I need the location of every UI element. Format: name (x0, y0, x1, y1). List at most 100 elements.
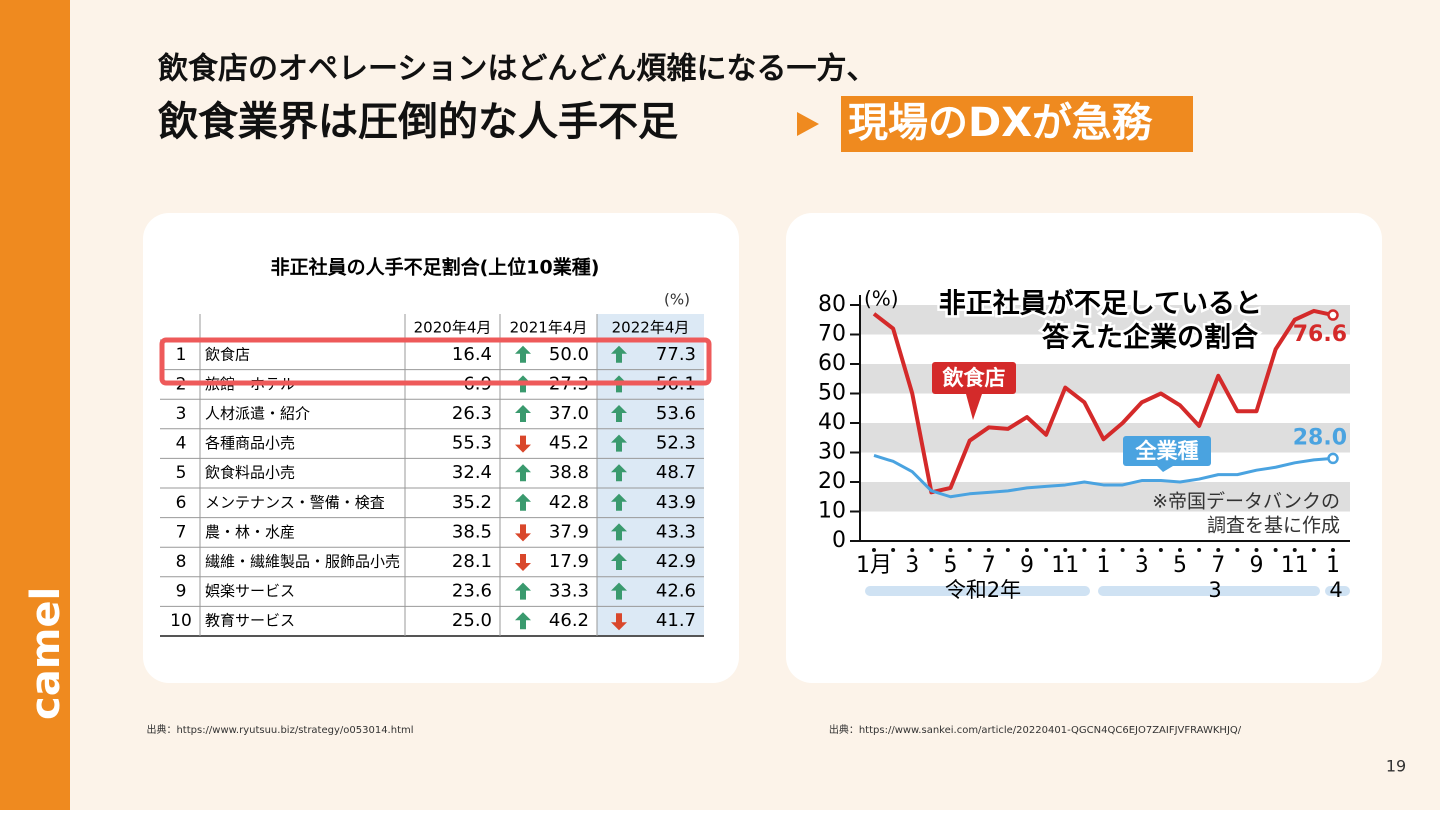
x-tick-dot (1120, 548, 1125, 552)
x-tick-label: 9 (1250, 553, 1264, 578)
cell-value: 35.2 (452, 492, 492, 513)
cell-value: 38.5 (452, 521, 492, 542)
x-tick-label: 1 (1097, 553, 1111, 578)
page-number: 19 (1386, 757, 1406, 776)
y-tick-label: 0 (832, 528, 846, 553)
x-tick-dot (1273, 548, 1278, 552)
arrow-down (515, 435, 531, 453)
cell-value: 53.6 (656, 403, 696, 424)
source: 出典：https://www.sankei.com/article/202204… (829, 723, 1242, 736)
industry: 教育サービス (205, 612, 295, 630)
column-highlight (597, 314, 704, 636)
x-tick-label: 3 (905, 553, 919, 578)
cell-value: 37.9 (549, 521, 589, 542)
data-label: 28.0 (1293, 425, 1347, 450)
x-tick-dot (1063, 548, 1068, 552)
legend-label: 飲食店 (942, 366, 1006, 390)
cell-value: 17.9 (549, 551, 589, 572)
arrow-up (611, 553, 627, 570)
rank: 7 (176, 522, 187, 542)
cell-value: 28.1 (452, 551, 492, 572)
industry: 各種商品小売 (205, 434, 295, 452)
cell-value: 48.7 (656, 462, 696, 483)
series-label-box (1123, 436, 1211, 466)
row-highlight (159, 337, 712, 386)
cell-value: 16.4 (452, 344, 492, 365)
y-tick-label: 20 (818, 469, 846, 494)
cell-value: 42.8 (549, 492, 589, 513)
arrow-up (611, 464, 627, 482)
y-tick-label: 40 (818, 410, 846, 435)
cell-value: 55.3 (452, 433, 492, 454)
label-pointer (966, 394, 982, 420)
y-tick-label: 60 (818, 351, 846, 376)
industry: 娯楽サービス (205, 582, 295, 600)
grid-band (860, 482, 1350, 512)
y-tick-label: 50 (818, 381, 846, 406)
x-tick-dot (1101, 548, 1106, 552)
end-point (1327, 309, 1339, 321)
cell-value: 25.0 (452, 610, 492, 631)
cell-value: 23.6 (452, 581, 492, 602)
arrow-up (515, 612, 531, 630)
x-tick-dot (1197, 548, 1202, 552)
y-tick-label: 80 (818, 292, 846, 317)
arrow-up (611, 434, 627, 452)
arrow-up (515, 464, 531, 482)
chart-title: 非正社員が不足していると (939, 288, 1262, 320)
x-tick-dot (1005, 548, 1010, 552)
x-tick-label: 5 (944, 553, 958, 578)
cell-value: 42.6 (656, 581, 696, 602)
table-unit: (%) (664, 291, 690, 309)
arrow-up (515, 405, 531, 422)
y-tick-label: 70 (818, 322, 846, 347)
x-tick-dot (1178, 548, 1182, 552)
cell-value: 33.3 (549, 581, 589, 602)
x-tick-label: 3 (1135, 553, 1149, 578)
legend-label: 全業種 (1135, 439, 1199, 463)
cell-value: 43.3 (656, 521, 696, 542)
x-tick-label: 11 (1051, 553, 1079, 578)
x-tick-label: 1 (1326, 553, 1340, 578)
x-tick-dot (948, 548, 953, 552)
era-label: 4 (1329, 578, 1342, 602)
arrow-up (515, 345, 531, 363)
arrow-up (515, 582, 531, 600)
rank: 3 (176, 404, 187, 424)
x-tick-dot (1139, 548, 1144, 552)
x-tick-dot (929, 548, 934, 552)
cell-value: 42.9 (656, 551, 696, 572)
cell-value: 45.2 (549, 433, 589, 454)
arrow-up (611, 523, 627, 541)
y-tick-label: 30 (818, 440, 846, 465)
end-point (1327, 452, 1339, 465)
arrow-up (611, 582, 627, 600)
arrow-down (515, 554, 531, 571)
industry: メンテナンス・警備・検査 (205, 493, 385, 511)
industry: 飲食料品小売 (205, 464, 295, 482)
cell-value: 46.2 (549, 610, 589, 631)
cell-value: 41.7 (656, 610, 696, 631)
industry: 農・林・水産 (205, 523, 295, 541)
header-line1: 飲食店のオペレーションはどんどん煩雑になる一方、 (158, 52, 877, 87)
table-title: 非正社員の人手不足割合(上位10業種) (271, 256, 600, 279)
data-label: 76.6 (1293, 322, 1347, 347)
x-tick-dot (910, 548, 915, 552)
sidebar (0, 0, 70, 810)
y-tick-label: 10 (818, 499, 846, 524)
label-pointer (1157, 466, 1173, 472)
cell-value: 26.3 (452, 403, 492, 424)
x-tick-dot (1216, 548, 1221, 552)
x-tick-dot (1158, 548, 1163, 552)
chart-note: ※帝国データバンクの (1152, 491, 1340, 513)
x-tick-dot (872, 548, 876, 552)
industry: 繊維・繊維製品・服飾品小売 (205, 553, 400, 571)
arrow-down (611, 613, 627, 631)
y-unit: (%) (864, 287, 899, 311)
card (143, 213, 739, 683)
column-header: 2020年4月 (414, 319, 492, 337)
chart-title: 答えた企業の割合 (1042, 322, 1258, 354)
x-tick-label: 7 (1211, 553, 1225, 578)
